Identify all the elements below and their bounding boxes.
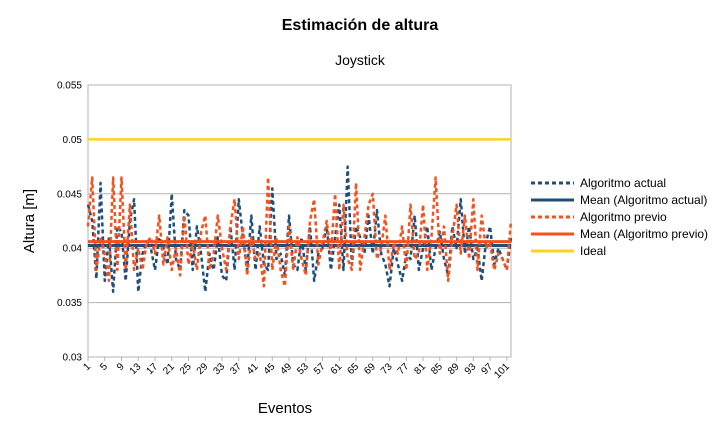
x-tick-label: 65 [346, 361, 362, 377]
y-tick-label: 0.035 [57, 298, 82, 309]
x-tick-label: 41 [245, 361, 261, 377]
x-tick-label: 5 [98, 361, 110, 373]
x-tick-label: 21 [161, 361, 177, 377]
legend: Algoritmo actual Mean (Algoritmo actual) A… [531, 176, 708, 258]
y-tick-label: 0.05 [63, 135, 83, 146]
x-tick-label: 77 [396, 361, 412, 377]
series-line-algoritmo-actual [86, 165, 513, 293]
series-line-algoritmo-previo [86, 176, 513, 288]
x-tick-label: 89 [446, 361, 462, 377]
y-axis-ticks: 0.055 0.05 0.045 0.04 0.035 0.03 [57, 81, 82, 364]
x-tick-label: 49 [279, 361, 295, 377]
x-tick-label: 81 [413, 361, 429, 377]
plot-frame [87, 84, 512, 358]
x-tick-label: 57 [312, 361, 328, 377]
legend-label-algoritmo-actual: Algoritmo actual [580, 176, 666, 190]
x-tick-label: 17 [144, 361, 160, 377]
x-tick-label: 1 [81, 361, 93, 373]
y-axis-label: Altura [m] [21, 189, 38, 253]
x-tick-label: 93 [463, 361, 479, 377]
series-layer [86, 138, 513, 293]
chart-title: Estimación de altura [282, 17, 439, 34]
x-tick-label: 25 [178, 361, 194, 377]
legend-label-mean-algoritmo-previo: Mean (Algoritmo previo) [580, 227, 708, 241]
x-tick-label: 13 [128, 361, 144, 377]
x-tick-label: 29 [195, 361, 211, 377]
x-tick-label: 37 [228, 361, 244, 377]
y-tick-label: 0.03 [63, 353, 83, 364]
chart-subtitle: Joystick [335, 52, 386, 68]
y-tick-label: 0.055 [57, 81, 82, 92]
x-axis-ticks: 1 5 9 13 17 21 25 29 33 37 41 45 49 53 57 61 65 69 73 77 81 8… [81, 357, 512, 381]
x-tick-label: 101 [492, 361, 512, 381]
grid-lines [88, 84, 511, 358]
legend-label-mean-algoritmo-actual: Mean (Algoritmo actual) [580, 193, 707, 207]
y-tick-label: 0.04 [63, 244, 83, 255]
legend-label-algoritmo-previo: Algoritmo previo [580, 210, 667, 224]
x-tick-label: 33 [211, 361, 227, 377]
x-tick-label: 69 [362, 361, 378, 377]
legend-label-ideal: Ideal [580, 244, 606, 258]
x-tick-label: 45 [262, 361, 278, 377]
x-tick-label: 85 [429, 361, 445, 377]
x-tick-label: 73 [379, 361, 395, 377]
x-axis-label: Eventos [258, 400, 312, 417]
x-tick-label: 9 [115, 361, 127, 373]
plot-area [86, 84, 513, 358]
x-tick-label: 53 [295, 361, 311, 377]
y-tick-label: 0.045 [57, 189, 82, 200]
x-tick-label: 61 [329, 361, 345, 377]
